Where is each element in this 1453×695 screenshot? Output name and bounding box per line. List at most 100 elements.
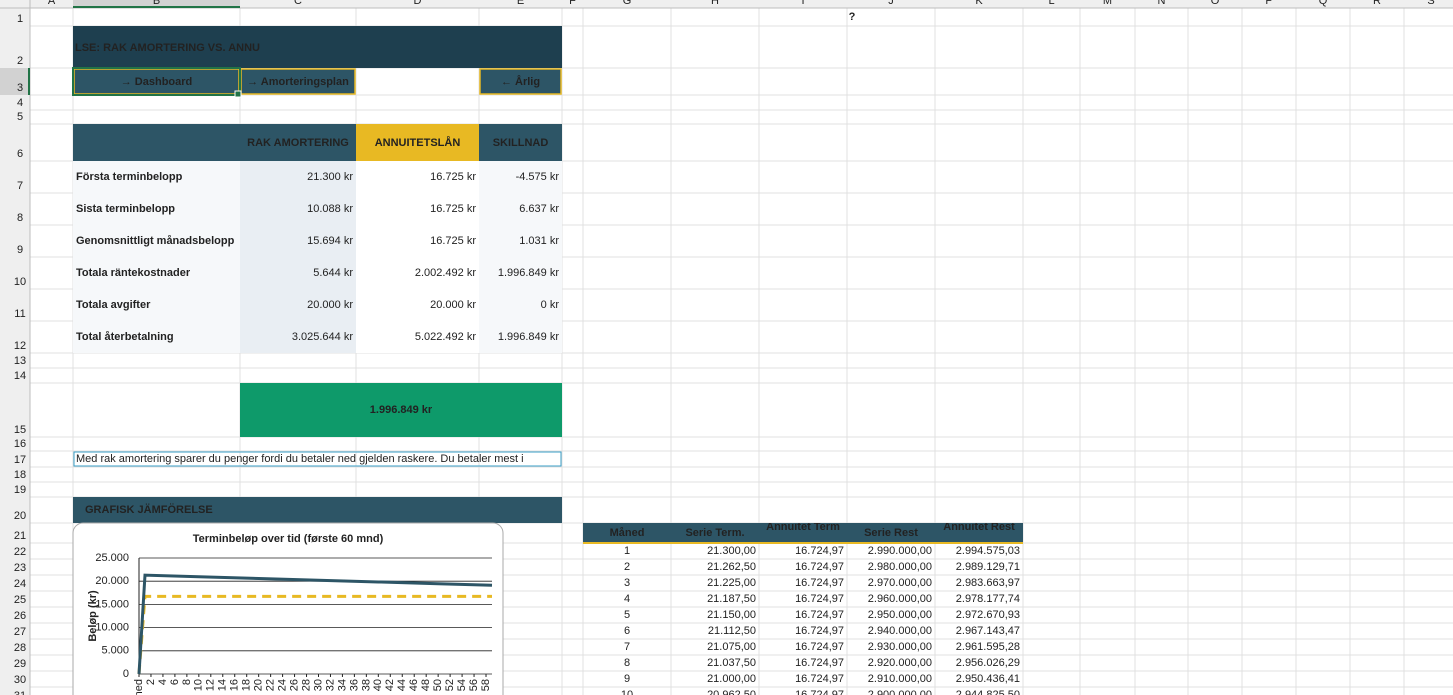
table-value: 10.088 kr — [307, 203, 353, 215]
column-header: I — [801, 0, 804, 7]
schedule-cell: 16.724,97 — [795, 625, 844, 637]
table-cell — [240, 257, 356, 289]
schedule-cell: 16.724,97 — [795, 561, 844, 573]
column-header: A — [48, 0, 56, 7]
y-tick-label: 20.000 — [95, 575, 129, 587]
schedule-header: Annuitet Term — [766, 521, 840, 533]
schedule-cell: 2.994.575,03 — [956, 545, 1020, 557]
x-tick-label: 20 — [253, 679, 265, 691]
y-tick-label: 15.000 — [95, 598, 129, 610]
column-header: G — [623, 0, 632, 7]
schedule-cell: 2.930.000,00 — [868, 641, 932, 653]
nav-button-label[interactable]: → Dashboard — [121, 76, 193, 88]
section-title: GRAFISK JÄMFÖRELSE — [85, 503, 213, 516]
row-header: 8 — [17, 212, 23, 224]
table-cell — [479, 257, 562, 289]
section-bar — [73, 497, 562, 523]
row-header-bar — [0, 8, 30, 695]
x-tick-label: 58 — [480, 679, 492, 691]
column-header: N — [1158, 0, 1166, 7]
table-cell — [479, 225, 562, 257]
schedule-cell: 2.980.000,00 — [868, 561, 932, 573]
table-cell — [73, 289, 240, 321]
row-header: 6 — [17, 148, 23, 160]
x-tick-label: 34 — [336, 679, 348, 691]
schedule-cell: 16.724,97 — [795, 657, 844, 669]
table-cell — [356, 161, 479, 193]
table-value: 1.996.849 kr — [498, 267, 559, 279]
row-header: 2 — [17, 55, 23, 67]
table-value: 16.725 kr — [430, 235, 476, 247]
column-header: R — [1373, 0, 1381, 7]
column-header: F — [569, 0, 576, 7]
schedule-cell: 16.724,97 — [795, 641, 844, 653]
schedule-cell: 2.978.177,74 — [956, 593, 1020, 605]
y-tick-label: 0 — [123, 668, 129, 680]
schedule-cell: 20.962,50 — [707, 689, 756, 695]
row-header: 10 — [14, 276, 26, 288]
schedule-cell: 2.920.000,00 — [868, 657, 932, 669]
table-header-cell — [73, 124, 240, 161]
schedule-cell: 10 — [621, 689, 633, 695]
x-tick-label: 6 — [169, 679, 181, 685]
row-label: Totala räntekostnader — [76, 267, 191, 279]
column-header: B — [153, 0, 160, 7]
x-tick-label: 4 — [157, 679, 169, 685]
row-label: Total återbetalning — [76, 331, 174, 343]
y-tick-label: 25.000 — [95, 552, 129, 564]
row-header: 14 — [14, 370, 26, 382]
nav-button[interactable] — [479, 68, 562, 95]
row-header: 4 — [17, 97, 23, 109]
result-box — [240, 383, 562, 437]
banner — [73, 26, 562, 68]
table-cell — [240, 193, 356, 225]
schedule-cell: 2.956.026,29 — [956, 657, 1020, 669]
schedule-cell: 21.000,00 — [707, 673, 756, 685]
chart-frame — [72, 522, 504, 695]
x-tick-label: ned — [133, 679, 145, 695]
table-cell — [479, 193, 562, 225]
table-cell — [356, 321, 479, 353]
nav-button[interactable] — [73, 68, 240, 95]
table-value: 5.022.492 kr — [415, 331, 476, 343]
schedule-cell: 2.960.000,00 — [868, 593, 932, 605]
table-value: 20.000 kr — [307, 299, 353, 311]
table-cell — [479, 161, 562, 193]
row-header: 3 — [17, 82, 23, 94]
x-tick-label: 48 — [420, 679, 432, 691]
table-value: 0 kr — [541, 299, 560, 311]
schedule-header: Serie Term. — [685, 527, 744, 539]
schedule-cell: 9 — [624, 673, 630, 685]
x-tick-label: 40 — [372, 679, 384, 691]
table-value: -4.575 kr — [516, 171, 560, 183]
table-cell — [479, 321, 562, 353]
series-line — [137, 594, 492, 675]
nav-button-label[interactable]: → Amorteringsplan — [247, 76, 349, 88]
table-value: 5.644 kr — [313, 267, 353, 279]
x-tick-label: 38 — [360, 679, 372, 691]
schedule-cell: 16.724,97 — [795, 545, 844, 557]
table-value: 20.000 kr — [430, 299, 476, 311]
table-header-cell — [479, 124, 562, 161]
table-value: 15.694 kr — [307, 235, 353, 247]
nav-button-label[interactable]: ← Årlig — [501, 75, 540, 88]
schedule-cell: 2.990.000,00 — [868, 545, 932, 557]
table-value: 2.002.492 kr — [415, 267, 476, 279]
column-header: D — [414, 0, 422, 7]
table-cell — [73, 225, 240, 257]
row-label: Första terminbelopp — [76, 171, 183, 183]
row-header: 23 — [14, 562, 26, 574]
column-header: S — [1427, 0, 1434, 7]
table-cell — [73, 193, 240, 225]
table-header: ANNUITETSLÅN — [375, 136, 461, 149]
schedule-cell: 8 — [624, 657, 630, 669]
schedule-cell: 2.950.000,00 — [868, 609, 932, 621]
table-value: 21.300 kr — [307, 171, 353, 183]
schedule-header-bg — [583, 523, 1023, 543]
column-header-selected — [73, 0, 240, 8]
x-tick-label: 2 — [145, 679, 157, 685]
schedule-cell: 6 — [624, 625, 630, 637]
x-tick-label: 50 — [432, 679, 444, 691]
column-header: L — [1048, 0, 1054, 7]
table-cell — [240, 225, 356, 257]
